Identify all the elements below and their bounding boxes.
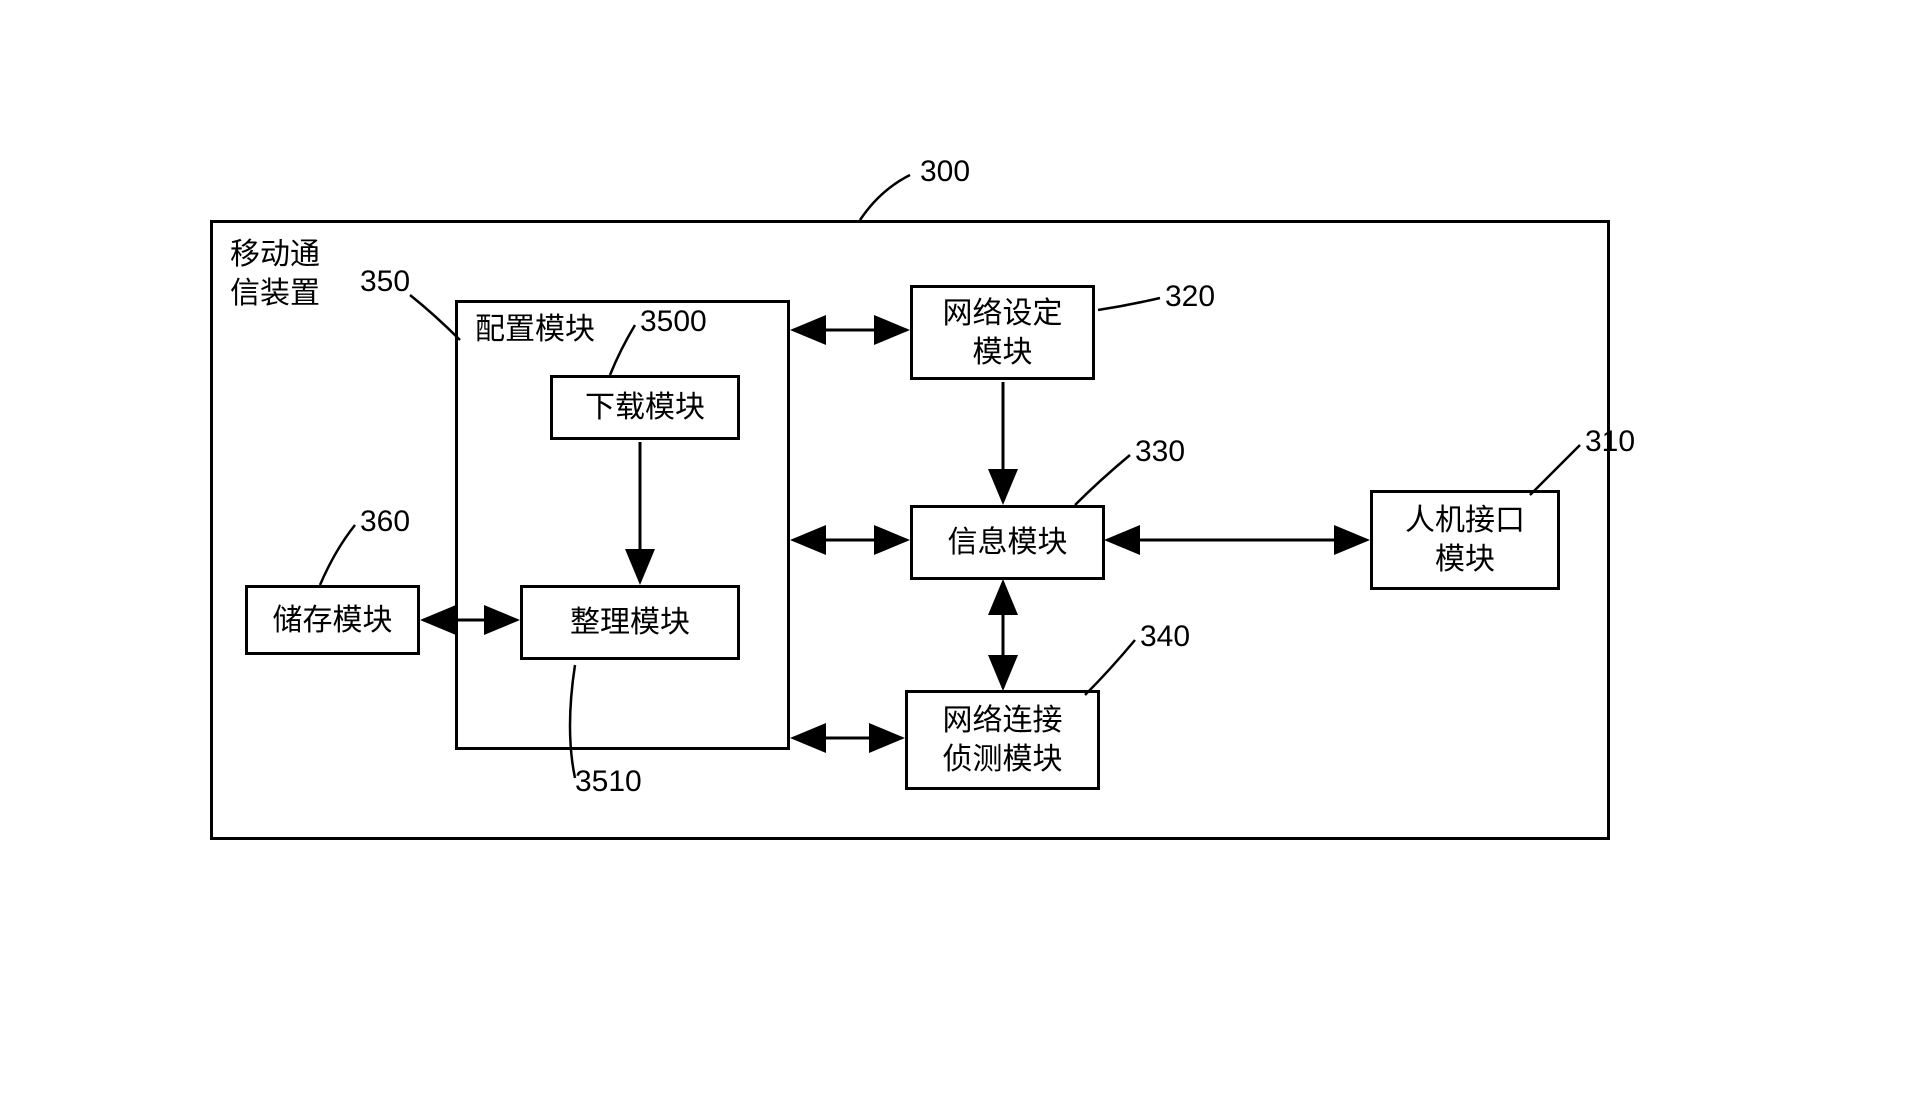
organize-module-box: 整理模块: [520, 585, 740, 660]
organize-module-label: 整理模块: [570, 603, 690, 642]
ref-340: 340: [1140, 620, 1190, 654]
config-module-label: 配置模块: [475, 310, 595, 349]
ref-320: 320: [1165, 280, 1215, 314]
ref-330: 330: [1135, 435, 1185, 469]
ref-360: 360: [360, 505, 410, 539]
net-setting-module-label: 网络设定 模块: [943, 294, 1063, 372]
config-module-box: [455, 300, 790, 750]
diagram-root: 移动通 信装置 300 配置模块 350 下载模块 3500 整理模块 3510…: [180, 150, 1740, 900]
ref-310: 310: [1585, 425, 1635, 459]
ref-300: 300: [920, 155, 970, 189]
net-detect-module-box: 网络连接 侦测模块: [905, 690, 1100, 790]
info-module-box: 信息模块: [910, 505, 1105, 580]
download-module-label: 下载模块: [585, 388, 705, 427]
storage-module-label: 储存模块: [273, 601, 393, 640]
ref-3500: 3500: [640, 305, 707, 339]
net-setting-module-box: 网络设定 模块: [910, 285, 1095, 380]
hmi-module-box: 人机接口 模块: [1370, 490, 1560, 590]
hmi-module-label: 人机接口 模块: [1405, 501, 1525, 579]
ref-350: 350: [360, 265, 410, 299]
download-module-box: 下载模块: [550, 375, 740, 440]
ref-3510: 3510: [575, 765, 642, 799]
net-detect-module-label: 网络连接 侦测模块: [943, 701, 1063, 779]
container-title: 移动通 信装置: [230, 235, 320, 313]
storage-module-box: 储存模块: [245, 585, 420, 655]
info-module-label: 信息模块: [948, 523, 1068, 562]
